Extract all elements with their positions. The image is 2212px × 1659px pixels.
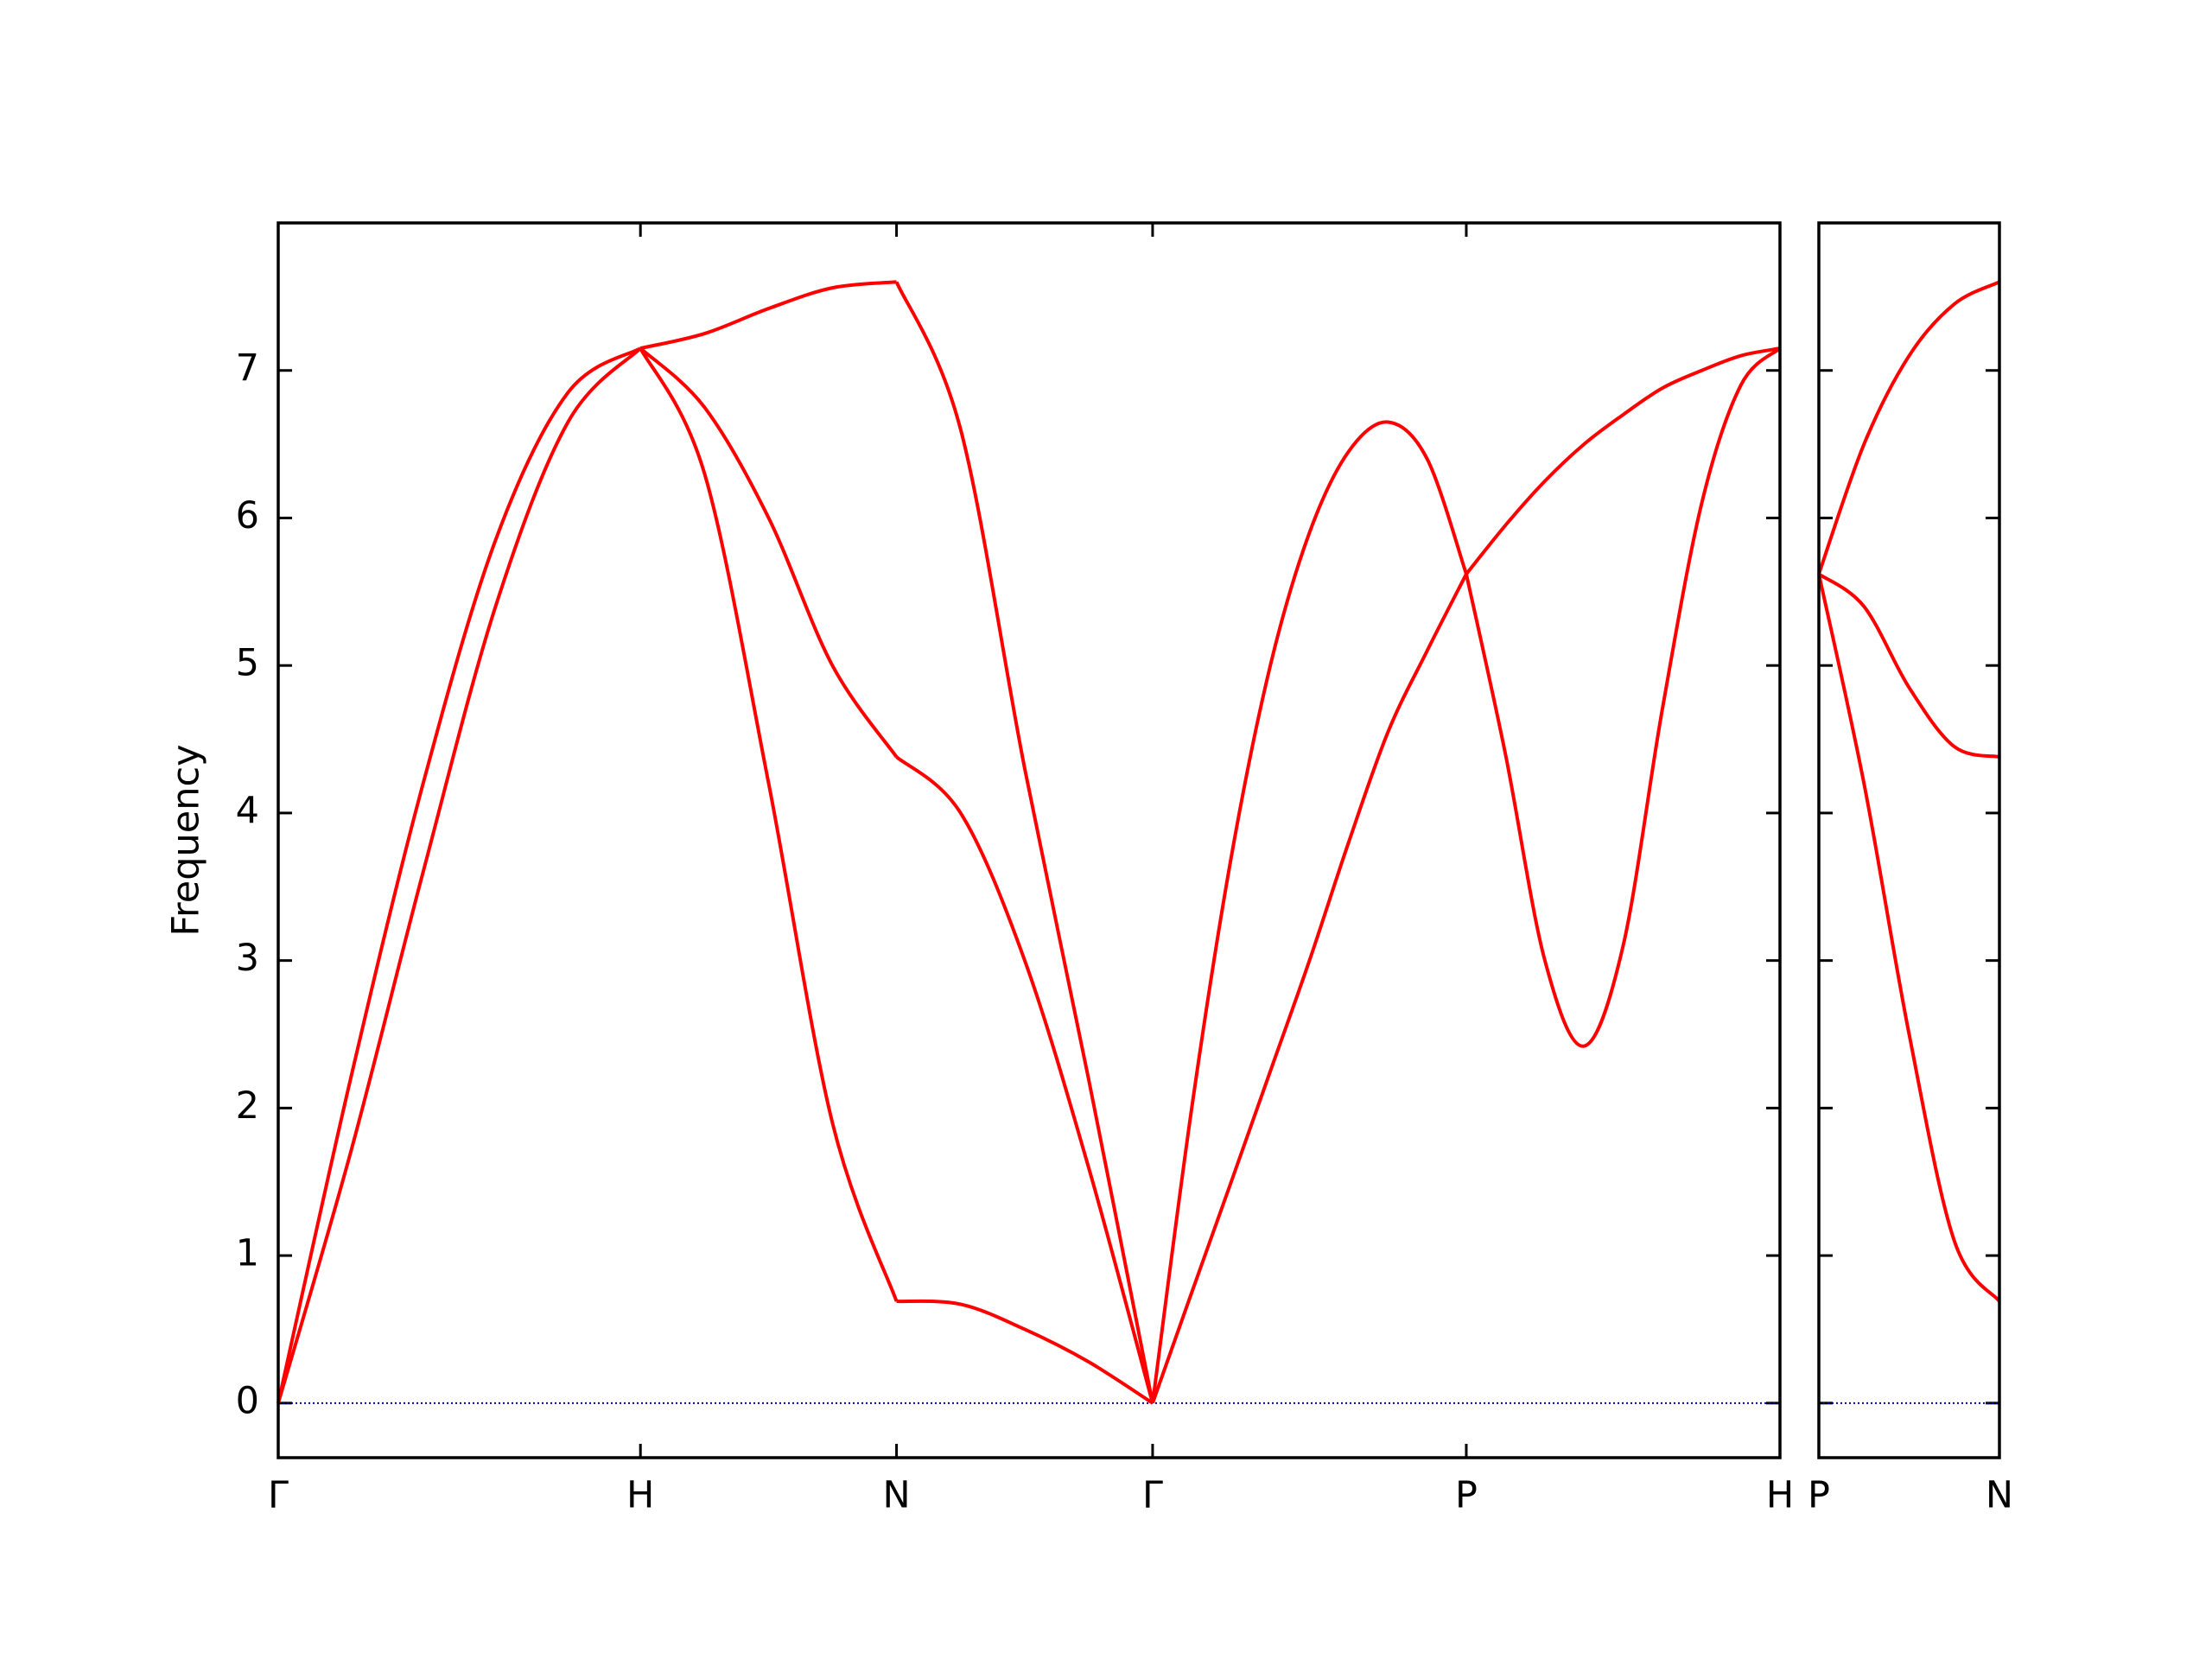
band-line	[639, 346, 899, 759]
y-tick-label: 6	[236, 494, 259, 537]
x-tick-label: P	[1808, 1474, 1830, 1517]
band-line	[639, 280, 897, 351]
x-tick-label: Γ	[1142, 1474, 1163, 1517]
band-line	[276, 346, 642, 1404]
y-tick-label: 5	[236, 642, 259, 685]
x-tick-label: H	[1766, 1474, 1794, 1517]
band-line	[1150, 420, 1468, 1404]
x-tick-label: Γ	[268, 1474, 289, 1517]
band-line	[1817, 280, 2000, 575]
x-tick-label: N	[1986, 1474, 2013, 1517]
y-tick-label: 7	[236, 346, 259, 390]
x-tick-label: P	[1455, 1474, 1478, 1517]
band-line	[639, 347, 899, 1302]
y-tick-label: 3	[236, 937, 259, 980]
band-line	[1151, 573, 1468, 1404]
band-line	[896, 1299, 1154, 1405]
y-tick-label: 0	[236, 1379, 259, 1422]
band-line	[1817, 573, 2001, 1303]
band-line	[1465, 346, 1781, 575]
y-tick-label: 1	[236, 1232, 259, 1275]
band-line	[894, 281, 1154, 1404]
band-line	[1817, 572, 2000, 760]
axes-frame	[1817, 221, 2001, 1459]
y-tick-label: 4	[236, 789, 259, 832]
x-tick-label: N	[882, 1474, 910, 1517]
axes-frame	[276, 221, 1782, 1459]
band-line	[895, 755, 1154, 1404]
band-line	[1465, 346, 1782, 1048]
y-tick-label: 2	[236, 1084, 259, 1128]
x-tick-label: H	[626, 1474, 654, 1517]
band-line	[276, 346, 642, 1404]
y-axis-label: Frequency	[165, 744, 208, 936]
